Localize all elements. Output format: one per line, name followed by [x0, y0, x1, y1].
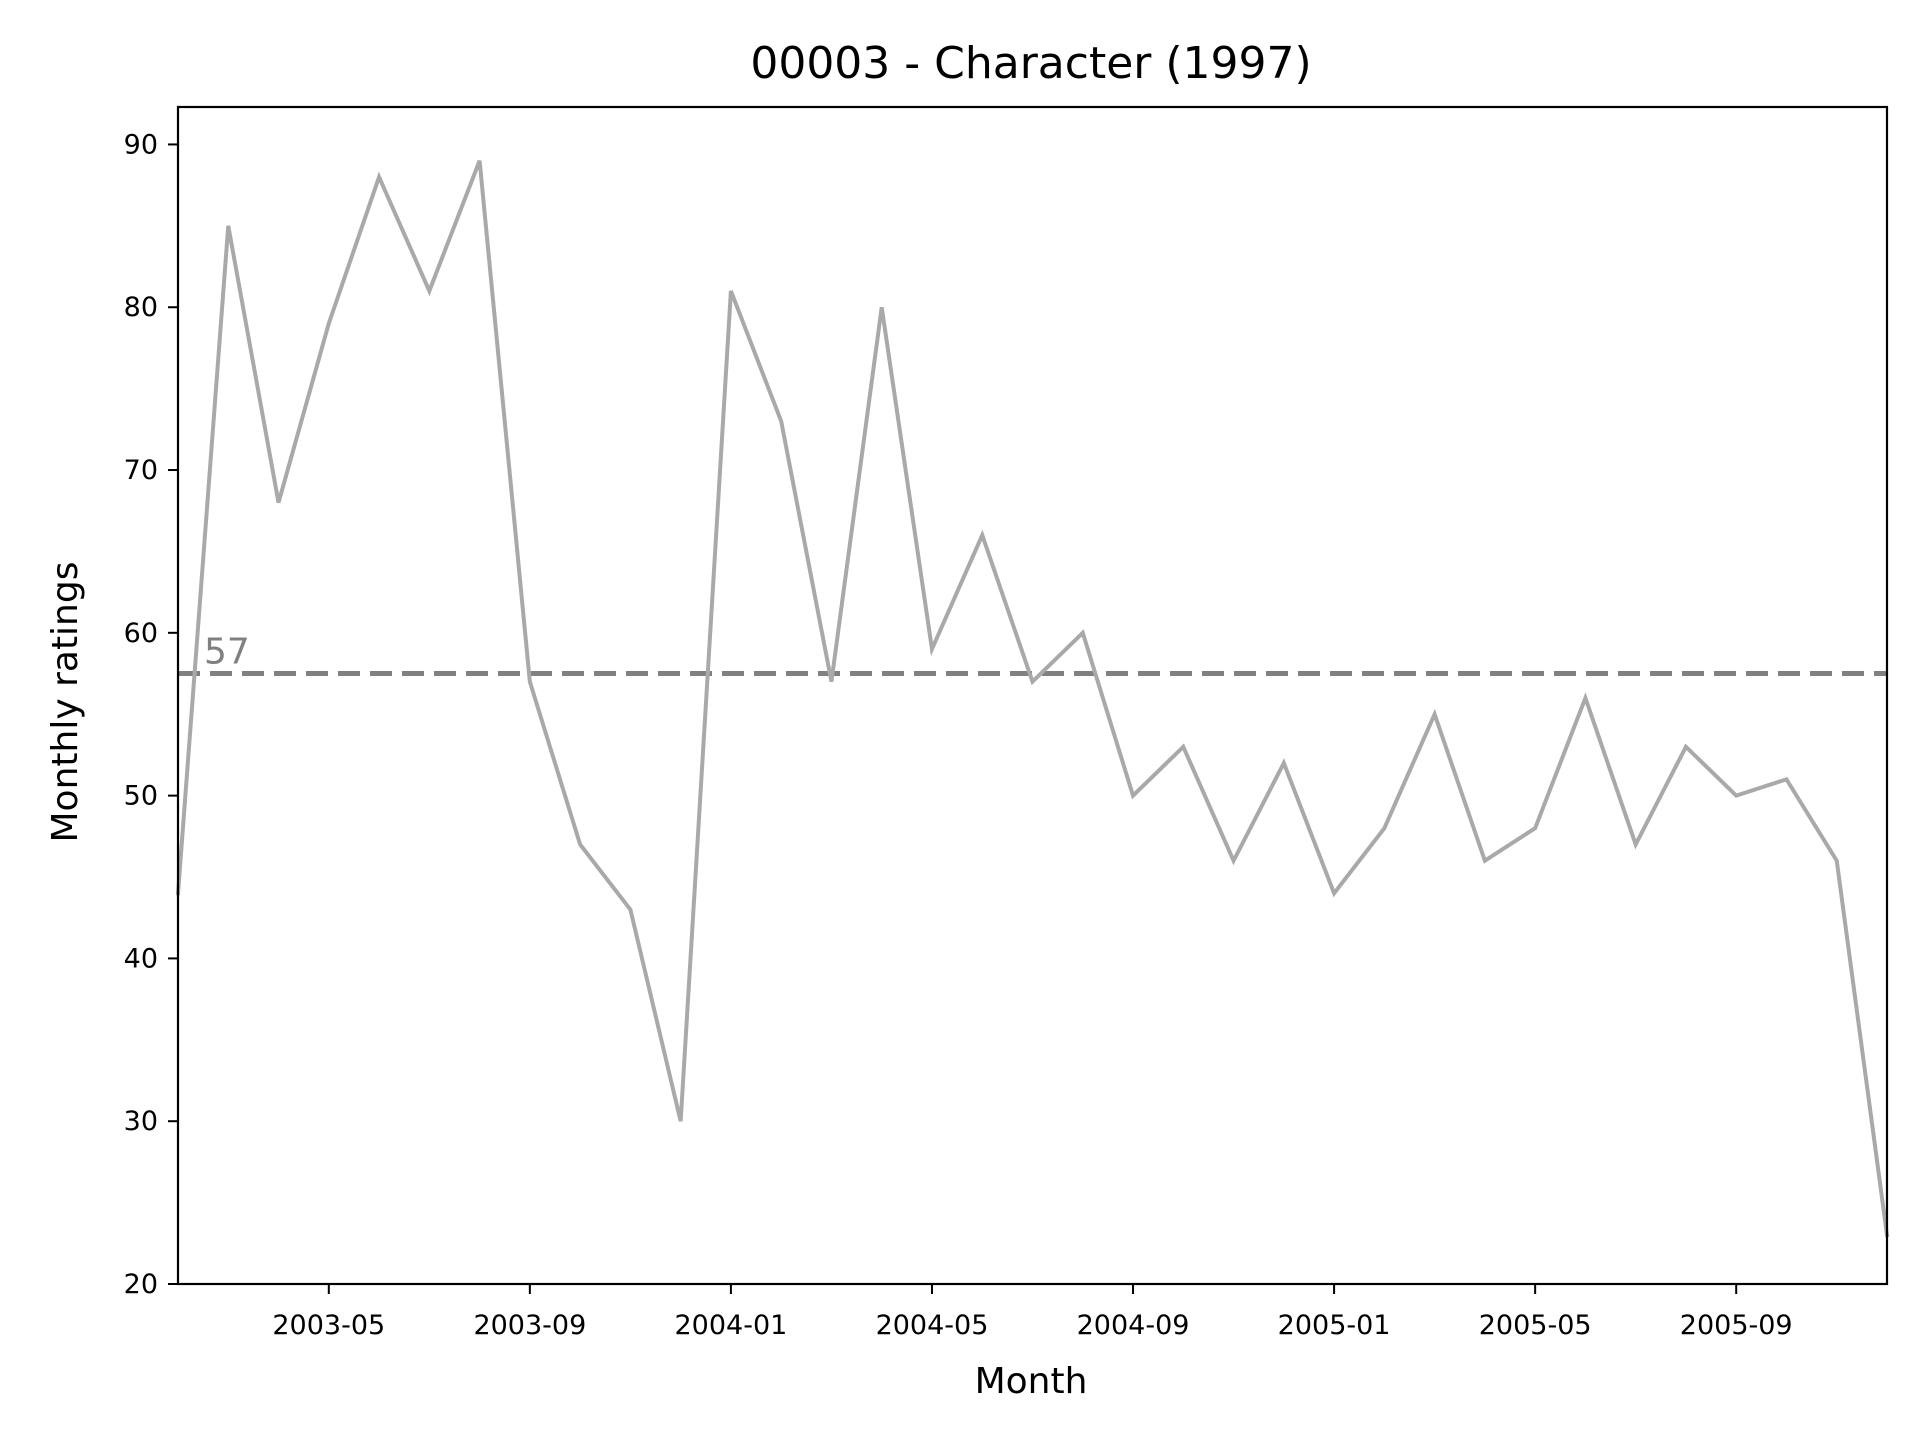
plot-frame — [176, 105, 1889, 1286]
x-tick-label: 2005-05 — [1479, 1310, 1592, 1341]
x-tick-label: 2003-05 — [272, 1310, 385, 1341]
y-tick-label: 30 — [124, 1106, 158, 1137]
y-axis-label: Monthly ratings — [45, 562, 86, 843]
x-tick-label: 2003-09 — [473, 1310, 586, 1341]
reference-line-label: 57 — [204, 632, 250, 673]
x-tick-label: 2004-05 — [876, 1310, 989, 1341]
x-tick-label: 2005-01 — [1278, 1310, 1391, 1341]
y-tick-label: 20 — [124, 1269, 158, 1300]
x-tick-label: 2004-01 — [675, 1310, 788, 1341]
y-tick-label: 90 — [124, 129, 158, 160]
y-tick-label: 70 — [124, 455, 158, 486]
x-axis-label: Month — [975, 1361, 1088, 1402]
y-tick-label: 80 — [124, 292, 158, 323]
y-tick-label: 40 — [124, 943, 158, 974]
series-line-0 — [175, 159, 1890, 1238]
x-tick-label: 2005-09 — [1680, 1310, 1793, 1341]
chart-title: 00003 - Character (1997) — [750, 38, 1311, 89]
y-tick-label: 60 — [124, 618, 158, 649]
x-tick-label: 2004-09 — [1077, 1310, 1190, 1341]
y-tick-label: 50 — [124, 781, 158, 812]
